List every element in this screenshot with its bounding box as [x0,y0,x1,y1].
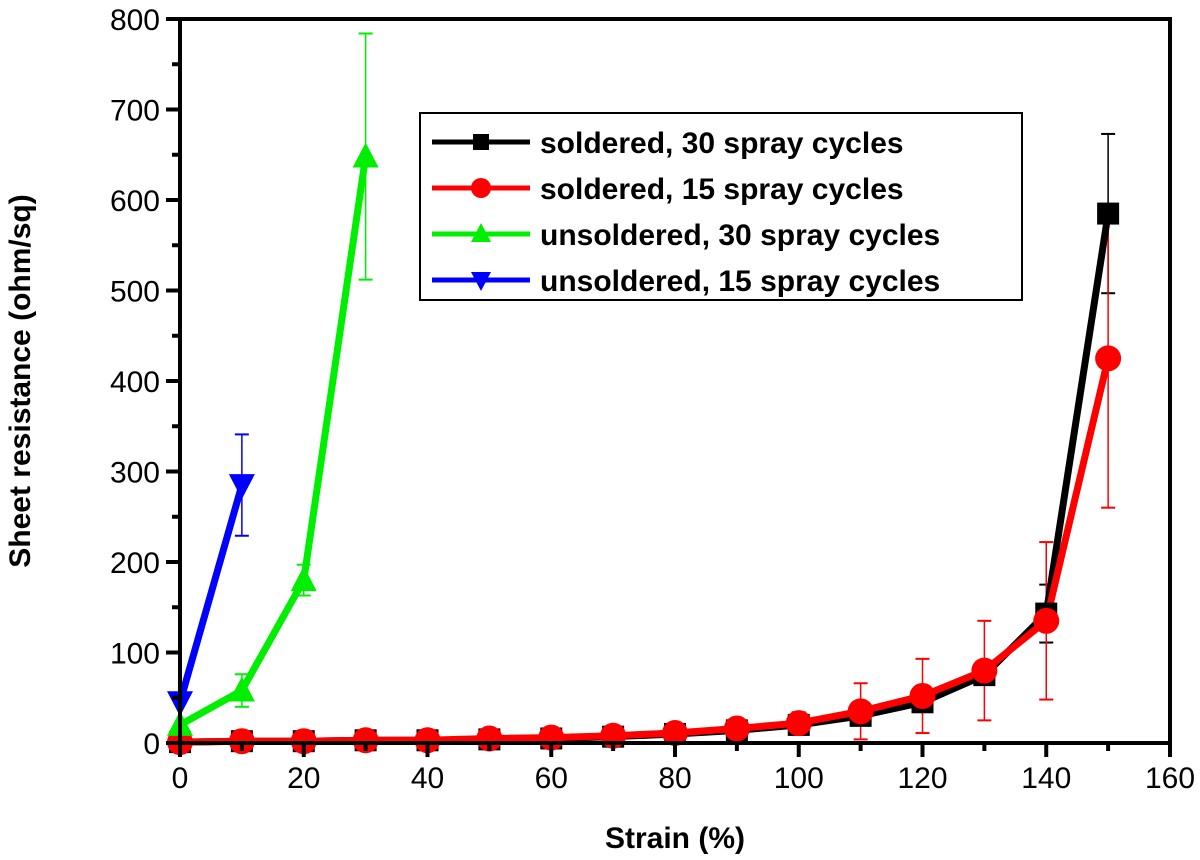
x-tick-label: 40 [411,762,444,795]
legend-label: unsoldered, 15 spray cycles [540,265,940,298]
x-tick-label: 60 [535,762,568,795]
legend-marker-icon [473,134,489,150]
y-tick-label: 200 [110,547,160,580]
data-point [228,676,255,702]
y-tick-label: 0 [143,728,160,761]
series-line [178,156,370,728]
y-tick-label: 100 [110,638,160,671]
y-tick-label: 400 [110,366,160,399]
legend-marker-icon [471,178,491,198]
legend-marker-icon [471,223,491,242]
data-point [662,720,688,747]
x-tick-label: 20 [287,762,320,795]
y-tick-label: 700 [110,95,160,128]
legend-marker-icon [471,272,491,291]
data-point [847,698,874,725]
data-point [414,727,441,754]
data-point [971,657,998,684]
y-tick-label: 300 [110,457,160,490]
data-point [1033,607,1060,634]
x-tick-label: 140 [1021,762,1071,795]
legend-label: unsoldered, 30 spray cycles [540,219,940,252]
legend-label: soldered, 30 spray cycles [540,127,904,160]
y-tick-label: 800 [110,4,160,37]
x-tick-label: 100 [774,762,824,795]
x-tick-label: 0 [172,762,189,795]
data-point [352,142,379,168]
x-tick-label: 80 [658,762,691,795]
data-point [228,474,255,500]
x-axis-label: Strain (%) [605,822,745,855]
axis-ticks: 0 20 40 60 80 100 120 140 160 0 100 200 300 400 500 600… [110,4,1195,795]
series-line [176,484,246,704]
legend: soldered, 30 spray cycles soldered, 15 sp… [419,112,1023,301]
y-axis-label: Sheet resistance (ohm/sq) [4,194,37,567]
y-tick-label: 600 [110,185,160,218]
data-point [352,727,379,754]
data-point [909,682,936,709]
series-lines [176,156,1112,746]
legend-label: soldered, 15 spray cycles [540,173,904,206]
data-point [1095,345,1122,372]
data-point [1097,202,1120,225]
x-tick-label: 160 [1145,762,1195,795]
data-point [290,566,317,592]
data-point [785,710,812,737]
data-point [723,715,750,742]
y-tick-label: 500 [110,276,160,309]
series-line [179,357,1112,746]
x-tick-label: 120 [897,762,947,795]
